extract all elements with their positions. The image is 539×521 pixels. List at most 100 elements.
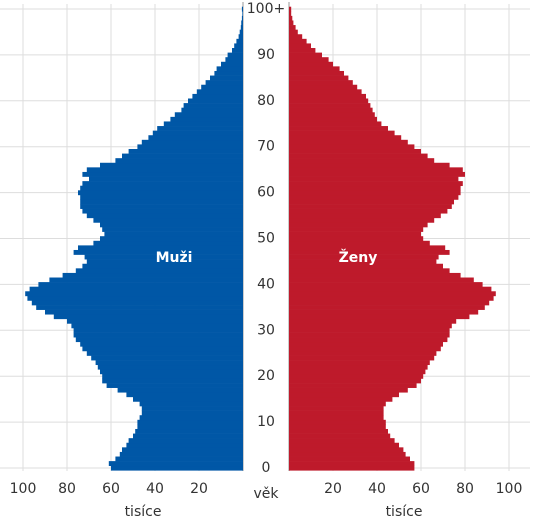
bar: [241, 6, 243, 12]
bar: [119, 451, 243, 457]
bar: [289, 332, 450, 338]
x-tick-label: 100: [10, 481, 37, 497]
bar: [289, 171, 465, 177]
bar: [289, 461, 415, 467]
bar: [214, 70, 243, 76]
bar: [128, 148, 243, 154]
bar: [163, 121, 243, 127]
bar: [289, 419, 386, 425]
bar: [289, 277, 474, 283]
bar: [78, 245, 243, 251]
bar: [36, 305, 244, 310]
bar: [27, 295, 244, 301]
y-tick-label: 80: [257, 93, 275, 109]
bar: [221, 61, 243, 67]
bar: [289, 6, 292, 12]
y-tick-label: 20: [257, 368, 275, 384]
bar: [289, 369, 426, 375]
bar: [152, 130, 243, 136]
bar: [106, 383, 243, 388]
bar: [289, 406, 384, 411]
bar: [201, 84, 243, 90]
bar: [289, 222, 428, 228]
bar: [289, 153, 428, 159]
bars: [25, 6, 496, 471]
bar: [289, 309, 479, 315]
bar: [126, 392, 243, 398]
bar: [289, 208, 448, 214]
x-axis-label-left: tisíce: [125, 504, 162, 520]
bar: [236, 38, 243, 44]
bar: [126, 442, 243, 448]
labels: 0 10 20 30 40 50 60 70 80 90 100+ 20 20 40 40 60 60 80 80 1…: [10, 1, 523, 497]
bar: [289, 396, 393, 402]
x-tick-label: 80: [456, 481, 474, 497]
bar: [29, 286, 243, 292]
bar: [71, 323, 244, 329]
bar: [133, 396, 243, 402]
bar: [289, 291, 496, 297]
bar: [238, 34, 243, 40]
bar: [137, 424, 243, 430]
y-tick-label: 90: [257, 47, 275, 63]
bar: [289, 240, 430, 246]
bar: [289, 34, 303, 40]
bar: [289, 80, 353, 86]
bar: [289, 48, 316, 53]
bar: [289, 428, 388, 434]
bar: [117, 387, 243, 393]
x-tick-label: 20: [190, 481, 208, 497]
bar: [97, 364, 243, 370]
bar: [289, 259, 437, 265]
y-tick-label: 30: [257, 322, 275, 338]
bar: [80, 199, 243, 205]
bar: [75, 337, 243, 343]
x-tick-label: 60: [102, 481, 120, 497]
bar: [289, 11, 292, 17]
bar: [289, 98, 369, 104]
bar: [86, 213, 243, 219]
bar: [289, 314, 470, 320]
bar: [289, 61, 333, 67]
bar: [148, 135, 243, 141]
bar: [289, 387, 408, 393]
bar: [289, 20, 294, 26]
bar: [122, 153, 243, 159]
bar: [73, 328, 243, 333]
bar: [239, 29, 243, 35]
bar: [133, 433, 243, 439]
bar: [289, 121, 382, 127]
bar: [289, 465, 415, 471]
x-tick-label: 20: [324, 481, 342, 497]
bar: [289, 415, 384, 421]
bar: [289, 158, 435, 164]
bar: [75, 268, 243, 274]
bar: [241, 20, 243, 26]
bar: [122, 447, 243, 453]
bar: [289, 103, 371, 108]
bar: [174, 112, 243, 118]
bar: [188, 98, 243, 104]
bar: [289, 328, 450, 333]
bar: [289, 424, 386, 430]
bar: [139, 415, 243, 421]
bar: [289, 227, 424, 232]
bar: [289, 373, 424, 379]
bar: [25, 291, 244, 297]
bar: [289, 194, 459, 200]
bar: [89, 176, 243, 182]
bar: [289, 268, 450, 274]
bar: [289, 456, 410, 462]
bar: [80, 185, 243, 191]
bar: [82, 171, 244, 177]
bar: [86, 259, 243, 265]
bar: [289, 107, 373, 113]
bar: [289, 66, 340, 72]
y-axis-label: věk: [253, 486, 279, 502]
bar: [289, 57, 329, 63]
bar: [115, 456, 243, 462]
bar: [53, 314, 243, 320]
bar: [289, 15, 293, 21]
bar: [82, 208, 244, 214]
